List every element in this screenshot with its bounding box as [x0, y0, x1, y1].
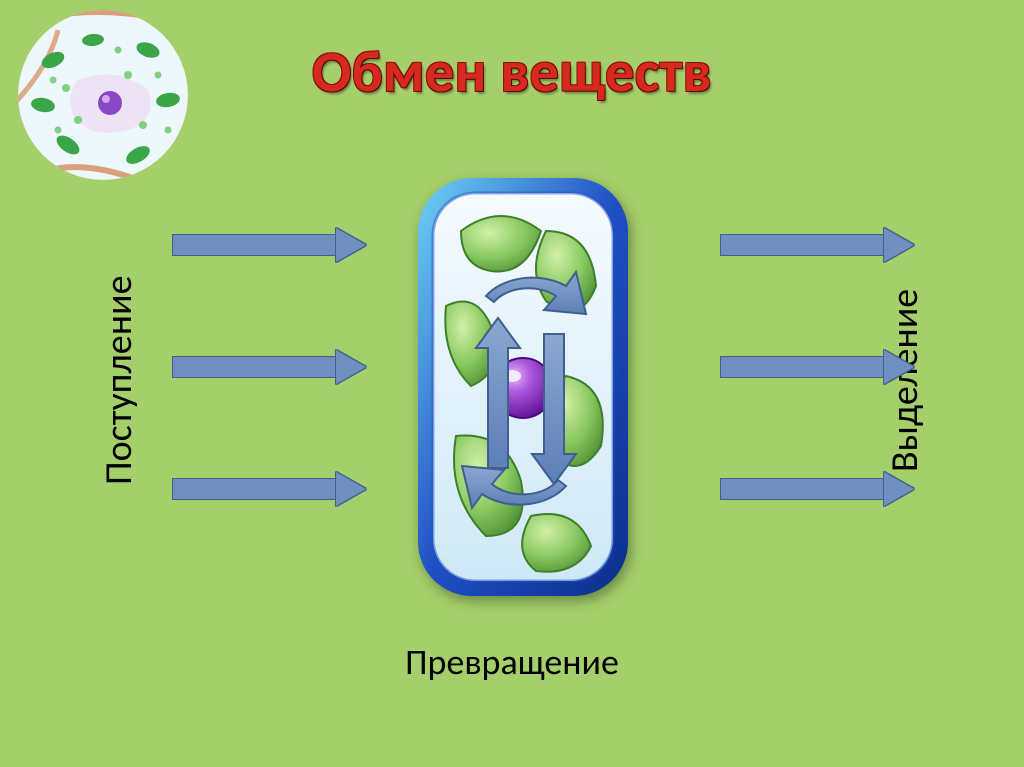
flow-arrow	[172, 228, 366, 262]
label-left-text: Поступление	[96, 275, 142, 484]
flow-arrow	[720, 228, 914, 262]
flow-arrow	[720, 350, 914, 384]
central-cell-diagram	[416, 176, 630, 598]
page-title: Обмен веществ	[0, 36, 1024, 107]
flow-arrow	[172, 350, 366, 384]
label-bottom-text: Превращение	[405, 640, 619, 684]
slide-root: Обмен веществ Поступление Выделение Прев…	[0, 0, 1024, 767]
flow-arrow	[172, 472, 366, 506]
flow-arrow	[720, 472, 914, 506]
title-text: Обмен веществ	[312, 36, 712, 107]
label-bottom: Превращение	[0, 640, 1024, 684]
label-left: Поступление	[96, 190, 142, 570]
